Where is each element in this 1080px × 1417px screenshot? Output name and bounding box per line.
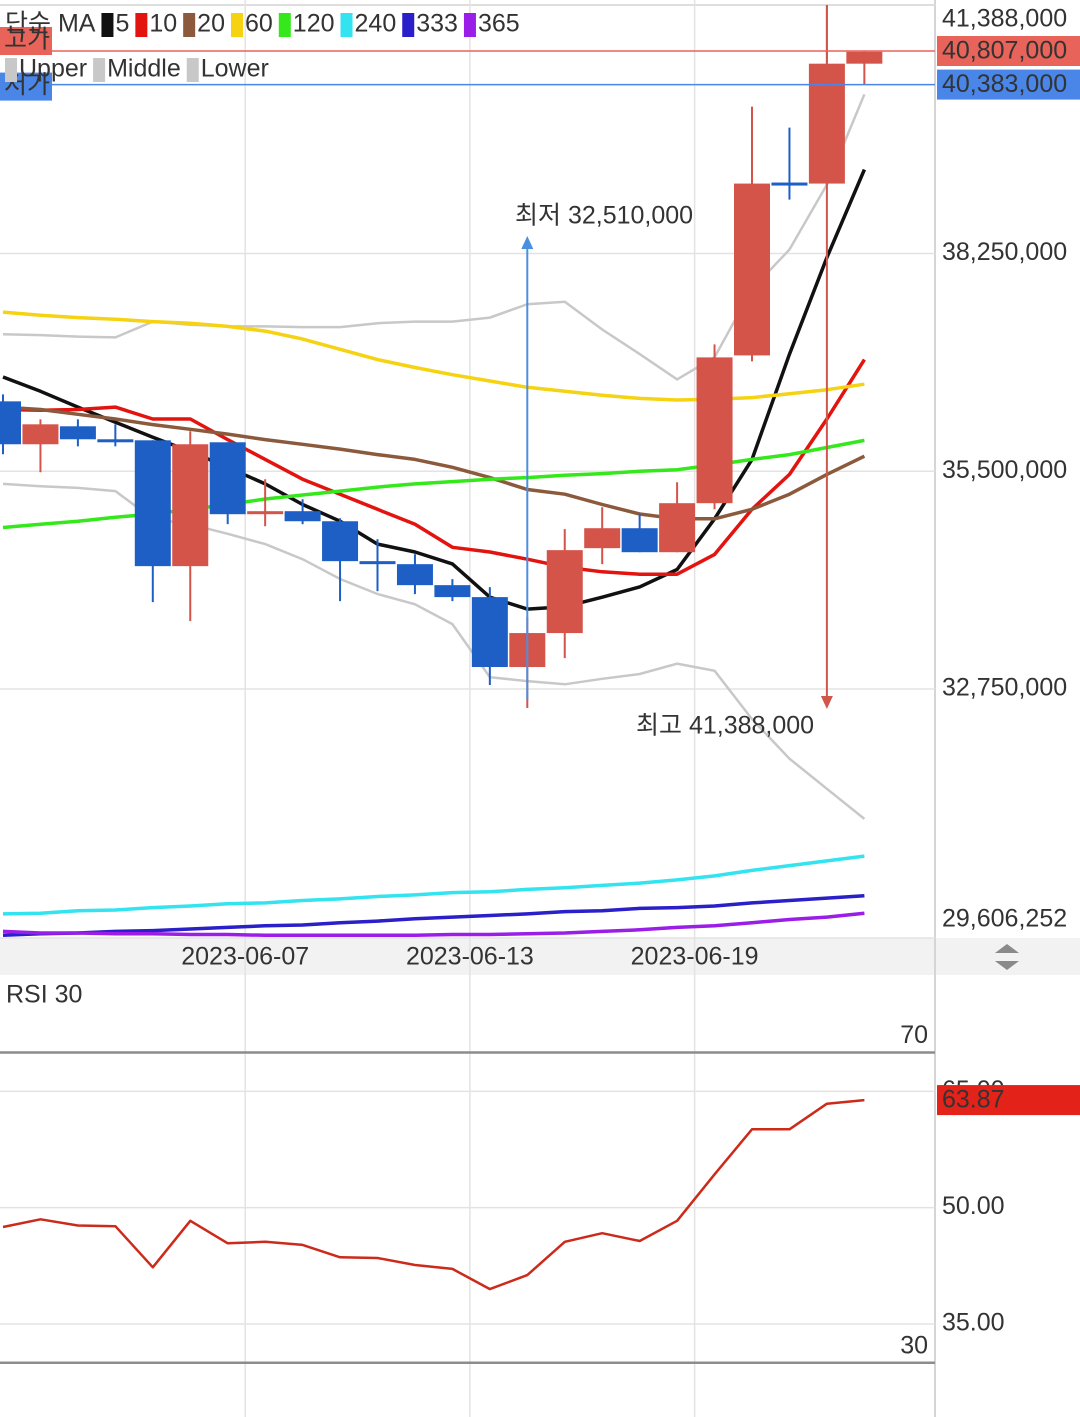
legend-swatch (135, 13, 148, 37)
legend-swatch (101, 13, 114, 37)
x-tick-label: 2023-06-13 (406, 943, 534, 971)
arrow-head (820, 696, 833, 709)
x-tick-label: 2023-06-07 (181, 943, 309, 971)
candle-body (584, 528, 621, 549)
legend-swatch (402, 13, 415, 37)
legend-swatch (278, 13, 291, 37)
candle-body (359, 561, 396, 565)
legend-label: 5 (115, 10, 129, 38)
legend-label: 365 (478, 10, 520, 38)
candle-body (0, 401, 21, 445)
legend-label: Middle (107, 55, 181, 83)
reference-label: 30 (900, 1331, 928, 1359)
price-tag-value: 40,383,000 (942, 70, 1067, 98)
y-tick-label: 50.00 (942, 1192, 1005, 1220)
legend-label: 10 (149, 10, 177, 38)
arrow-down (995, 961, 1019, 970)
candle-body (846, 51, 883, 64)
candle-body (771, 182, 808, 186)
ma-line (2, 893, 865, 938)
candle-body (97, 439, 134, 443)
candle-body (284, 511, 321, 522)
ma-line (2, 405, 866, 521)
candle-body (434, 585, 471, 598)
candle-body (659, 503, 696, 553)
panel-title: RSI 30 (6, 981, 82, 1009)
x-tick-label: 2023-06-19 (631, 943, 759, 971)
candle-body (546, 550, 583, 634)
legend-label: Lower (201, 55, 269, 83)
price-tag-value: 40,807,000 (942, 37, 1067, 65)
legend-swatch (5, 58, 17, 82)
ma-line (2, 854, 865, 916)
annotation: 최고 41,388,000 (636, 712, 814, 740)
candle-body (322, 521, 359, 562)
y-tick-label: 29,606,252 (942, 905, 1067, 933)
candle-body (209, 442, 246, 515)
candle-body (621, 528, 658, 553)
candle-body (471, 597, 508, 668)
y-tick-label: 38,250,000 (942, 238, 1067, 266)
candle-body (247, 511, 284, 515)
legend-label: 120 (293, 10, 335, 38)
candle-body (172, 444, 209, 567)
legend-swatch (463, 13, 476, 37)
price-tag (937, 36, 1080, 67)
price-tag-name: 고가 (4, 26, 50, 54)
y-tick-label: 41,388,000 (942, 5, 1067, 33)
legend-title: 단순 MA (5, 10, 96, 38)
annotation: 최저 32,510,000 (515, 202, 693, 230)
candle-body (734, 183, 770, 356)
legend-swatch (340, 13, 353, 37)
y-tick-label: 35.00 (942, 1309, 1005, 1337)
band-upper (2, 93, 866, 381)
reference-label: 70 (900, 1021, 928, 1049)
grid (0, 0, 935, 1417)
legend-label: 240 (355, 10, 397, 38)
resize-icon[interactable] (995, 944, 1019, 970)
rsi-line (2, 1098, 865, 1291)
candle-body (396, 564, 433, 586)
value-tag-label: 63.87 (942, 1086, 1005, 1114)
legend-swatch (230, 13, 243, 37)
ma-line (2, 168, 867, 611)
ma-line (2, 358, 866, 576)
legend-swatch (93, 58, 106, 82)
candle-body (59, 426, 96, 440)
value-tag (937, 1085, 1080, 1116)
price-tag-left (0, 27, 52, 56)
legend-swatch (183, 13, 196, 37)
legend-swatch (186, 58, 199, 82)
y-tick-label: 35,500,000 (942, 456, 1067, 484)
ma-line (2, 911, 865, 938)
candle-body (696, 357, 733, 504)
candle-body (22, 424, 59, 445)
candle-body (134, 440, 171, 567)
legend-label: 60 (245, 10, 273, 38)
legend-label: 333 (416, 10, 458, 38)
arrow-up (995, 944, 1019, 953)
y-tick-label: 32,750,000 (942, 674, 1067, 702)
date-strip (0, 938, 1080, 975)
arrow-head (521, 236, 534, 249)
legend-label: 20 (197, 10, 225, 38)
legend-label: Upper (19, 55, 87, 83)
price-tag (937, 69, 1080, 100)
